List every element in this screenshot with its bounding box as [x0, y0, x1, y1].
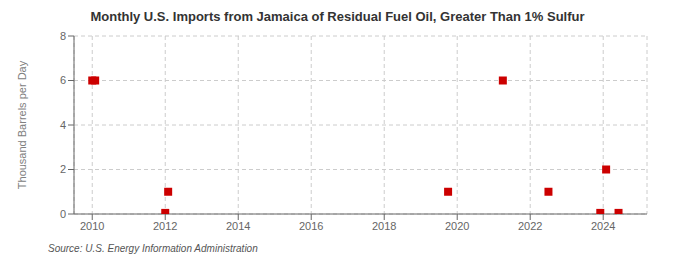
html-text:Source: U.S. Energy Informatio: Source: U.S. Energy Information Administ… — [48, 243, 258, 254]
svg-text:2020: 2020 — [445, 220, 469, 232]
svg-text:2016: 2016 — [299, 220, 323, 232]
svg-text:2022: 2022 — [518, 220, 542, 232]
svg-text:Thousand Barrels per Day: Thousand Barrels per Day — [16, 60, 28, 189]
svg-text:6: 6 — [60, 74, 66, 86]
svg-text:2024: 2024 — [591, 220, 615, 232]
svg-text:2: 2 — [60, 163, 66, 175]
svg-text:2018: 2018 — [372, 220, 396, 232]
svg-text:2012: 2012 — [153, 220, 177, 232]
svg-text:2014: 2014 — [226, 220, 250, 232]
svg-text:4: 4 — [60, 119, 66, 131]
svg-text:2010: 2010 — [80, 220, 104, 232]
html-text:Monthly U.S. Imports from Jama: Monthly U.S. Imports from Jamaica of Res… — [90, 9, 585, 24]
svg-text:8: 8 — [60, 30, 66, 42]
svg-text:0: 0 — [60, 208, 66, 220]
